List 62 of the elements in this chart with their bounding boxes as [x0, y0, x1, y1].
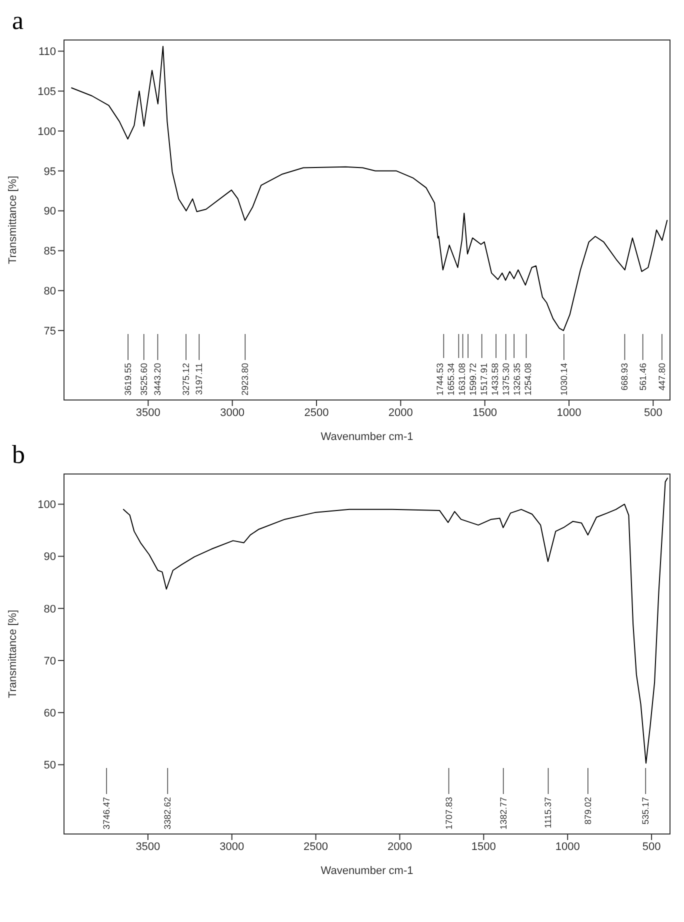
x-tick-label: 2500	[304, 840, 328, 853]
y-tick-label: 50	[44, 760, 56, 772]
x-tick-label: 3000	[220, 840, 244, 853]
ref-line-label: 668.93	[620, 363, 630, 391]
y-tick-label: 85	[44, 246, 56, 258]
ref-line-label: 1599.72	[468, 363, 478, 396]
ref-line-label: 561.46	[638, 363, 648, 391]
ref-line-label: 1655.34	[446, 363, 456, 396]
ref-line-label: 1744.53	[435, 363, 446, 396]
ref-line-label: 1375.30	[501, 363, 512, 396]
x-tick-label: 2000	[388, 406, 413, 419]
ref-line-label: 1707.83	[444, 797, 454, 830]
ref-line-label: 1517.91	[479, 363, 490, 396]
ref-line-label: 1254.08	[523, 363, 534, 396]
y-tick-label: 80	[44, 603, 56, 616]
chart-title: b	[11, 440, 26, 469]
x-tick-label: 1000	[556, 406, 582, 419]
x-tick-label: 1500	[472, 406, 498, 419]
ref-line-label: 535.17	[640, 797, 651, 825]
y-tick-label: 95	[44, 166, 56, 178]
ref-line-label: 1631.08	[457, 363, 468, 396]
x-axis-title: Wavenumber cm-1	[320, 865, 414, 877]
ref-line-label: 3382.62	[162, 797, 173, 830]
y-tick-label: 70	[44, 655, 56, 668]
y-tick-label: 90	[44, 551, 56, 564]
y-tick-label: 90	[44, 206, 56, 218]
ref-line-label: 1382.77	[498, 797, 508, 830]
ref-line-label: 3746.47	[102, 797, 112, 830]
ref-line-label: 3525.60	[138, 363, 149, 396]
x-tick-label: 2000	[387, 840, 412, 853]
y-tick-label: 100	[38, 499, 56, 512]
y-axis-title: Transmittance [%]	[6, 176, 19, 264]
x-axis-title: Wavenumber cm-1	[320, 431, 414, 443]
x-tick-label: 3500	[136, 840, 160, 853]
ref-line-label: 2923.80	[240, 363, 250, 396]
y-tick-label: 75	[44, 325, 56, 338]
ref-line-label: 3197.11	[194, 363, 204, 395]
x-tick-label: 500	[644, 406, 662, 419]
x-tick-label: 3500	[136, 406, 160, 419]
ref-line-label: 1326.35	[512, 363, 522, 396]
ref-line-label: 1115.37	[543, 797, 554, 828]
y-tick-label: 60	[44, 708, 56, 720]
y-tick-label: 80	[44, 286, 56, 298]
ref-line-label: 3443.20	[152, 363, 163, 396]
x-tick-label: 1500	[471, 840, 496, 853]
y-tick-label: 110	[38, 46, 56, 58]
y-axis-title: Transmittance [%]	[6, 610, 19, 698]
line-series	[122, 478, 668, 764]
y-tick-label: 100	[38, 126, 56, 138]
ref-line-label: 879.02	[582, 797, 593, 825]
y-tick-label: 105	[38, 86, 56, 98]
x-tick-label: 1000	[555, 840, 580, 853]
chart-title: a	[11, 6, 25, 35]
ref-line-label: 3619.55	[123, 363, 134, 396]
x-tick-label: 3000	[220, 406, 245, 419]
ref-line-label: 1433.58	[490, 363, 500, 396]
x-tick-label: 2500	[304, 406, 329, 419]
line-series	[71, 46, 668, 332]
ref-line-label: 3275.12	[181, 363, 192, 396]
ref-line-label: 447.80	[656, 363, 667, 391]
x-tick-label: 500	[642, 840, 661, 853]
ref-line-label: 1030.14	[558, 363, 569, 396]
